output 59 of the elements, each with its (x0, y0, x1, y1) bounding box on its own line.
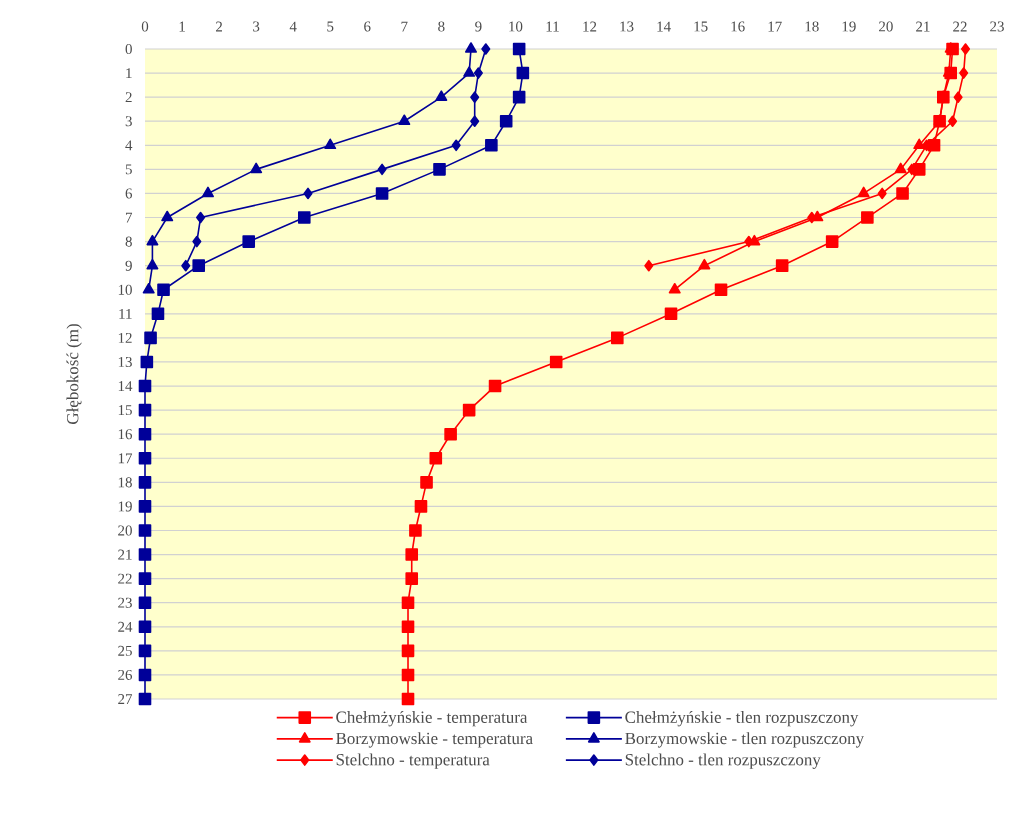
x-tick-label: 19 (842, 21, 856, 32)
y-tick-label: 2 (125, 92, 132, 103)
y-tick-label: 10 (118, 284, 132, 295)
legend-label: Stelchno - tlen rozpuszczony (625, 753, 821, 769)
x-tick-label: 2 (216, 21, 222, 32)
y-tick-label: 17 (118, 453, 133, 464)
y-tick-label: 25 (118, 645, 132, 656)
y-tick-label: 9 (125, 260, 132, 271)
y-tick-label: 23 (118, 597, 132, 608)
y-tick-label: 6 (125, 188, 133, 199)
x-tick-label: 9 (475, 21, 482, 32)
y-tick-label: 12 (118, 332, 132, 343)
x-tick-label: 3 (253, 21, 260, 32)
x-tick-label: 23 (990, 21, 1004, 32)
y-tick-label: 13 (118, 356, 132, 367)
y-tick-label: 27 (118, 694, 133, 704)
y-tick-label: 21 (118, 549, 132, 560)
y-tick-label: 15 (118, 405, 132, 416)
x-tick-label: 12 (583, 21, 597, 32)
y-tick-label: 24 (118, 621, 133, 632)
x-tick-label: 17 (768, 21, 782, 32)
y-axis-title: Głębokość (m) (66, 324, 82, 424)
legend-label: Chełmżyńskie - temperatura (336, 710, 528, 727)
x-tick-label: 14 (657, 21, 671, 32)
x-tick-label: 0 (141, 21, 149, 32)
y-tick-label: 4 (125, 140, 133, 151)
x-tick-label: 4 (289, 21, 297, 32)
y-tick-label: 7 (125, 212, 133, 223)
x-tick-label: 16 (731, 21, 745, 32)
x-tick-label: 8 (438, 21, 445, 32)
y-tick-label: 11 (119, 308, 132, 319)
y-tick-label: 19 (118, 501, 132, 512)
y-tick-label: 3 (125, 116, 132, 127)
y-tick-label: 16 (118, 429, 133, 440)
x-tick-label: 22 (953, 21, 967, 32)
x-tick-label: 11 (546, 21, 559, 32)
x-tick-label: 10 (509, 21, 523, 32)
y-tick-label: 18 (118, 477, 132, 488)
y-tick-label: 22 (118, 573, 132, 584)
x-tick-label: 15 (694, 21, 708, 32)
y-tick-label: 5 (125, 164, 132, 175)
legend-label: Stelchno - temperatura (336, 753, 490, 769)
legend-label: Chełmżyńskie - tlen rozpuszczony (625, 710, 859, 727)
x-tick-label: 1 (179, 21, 185, 32)
y-tick-label: 0 (125, 43, 132, 55)
x-tick-label: 20 (879, 21, 893, 32)
y-tick-label: 1 (126, 68, 132, 79)
x-tick-label: 5 (327, 21, 334, 32)
y-tick-label: 20 (118, 525, 132, 536)
y-tick-label: 14 (118, 381, 133, 391)
legend-label: Borzymowskie - tlen rozpuszczony (625, 732, 865, 748)
x-tick-label: 21 (916, 21, 930, 32)
x-tick-label: 13 (620, 21, 634, 32)
x-tick-label: 6 (364, 21, 371, 32)
y-tick-label: 26 (118, 669, 133, 680)
x-tick-label: 18 (805, 21, 819, 32)
legend-label: Borzymowskie - temperatura (336, 732, 533, 748)
x-tick-label: 7 (401, 21, 408, 32)
y-tick-label: 8 (125, 236, 132, 247)
